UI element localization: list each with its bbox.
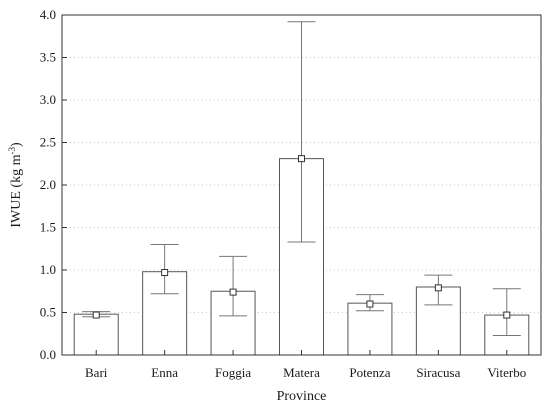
x-tick-label-viterbo: Viterbo [487,365,526,380]
y-tick-label: 1.5 [40,220,56,235]
x-tick-label-potenza: Potenza [349,365,390,380]
mean-marker-foggia [229,288,237,296]
x-tick-label-siracusa: Siracusa [416,365,460,380]
y-axis-title-close: ) [9,142,24,147]
y-axis: 0.0 0.5 1.0 1.5 2.0 2.5 3.0 3.5 4.0 [40,7,67,362]
mean-marker-matera [298,155,305,163]
mean-markers [92,155,511,319]
y-tick-label: 2.5 [40,135,56,150]
x-tick-label-matera: Matera [283,365,320,380]
y-tick-label: 0.0 [40,347,56,362]
y-axis-title-superscript: -3 [7,147,17,155]
mean-marker-bari [92,311,100,319]
y-tick-label: 0.5 [40,305,56,320]
x-axis: Bari Enna Foggia Matera Potenza Siracusa Viter… [85,350,526,380]
x-axis-title: Province [277,389,327,404]
x-axis-title-text: Province [277,389,327,404]
mean-marker-potenza [366,300,374,308]
y-tick-label: 2.0 [40,177,56,192]
y-tick-label: 1.0 [40,262,56,277]
mean-marker-siracusa [434,284,442,292]
mean-marker-viterbo [503,311,511,319]
y-axis-title-text: IWUE (kg m [9,154,24,227]
x-tick-label-bari: Bari [85,365,108,380]
y-tick-label: 3.0 [40,92,56,107]
x-tick-label-enna: Enna [151,365,178,380]
y-tick-label: 3.5 [40,50,56,65]
x-tick-label-foggia: Foggia [215,365,251,380]
error-bars [82,21,521,336]
mean-marker-enna [161,269,169,277]
bar-bari [73,313,119,356]
y-tick-label: 4.0 [40,7,56,22]
y-axis-title: IWUE (kg m-3) [7,142,24,228]
